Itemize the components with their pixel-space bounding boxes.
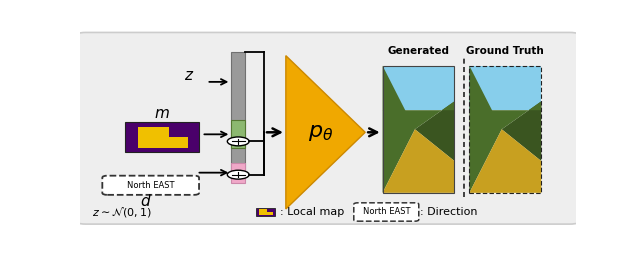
Polygon shape (502, 101, 541, 161)
Circle shape (227, 170, 249, 179)
Text: North EAST: North EAST (362, 208, 410, 216)
Polygon shape (259, 209, 273, 215)
Bar (231, 52, 245, 173)
Text: North EAST: North EAST (127, 181, 175, 190)
Bar (231, 120, 245, 149)
FancyBboxPatch shape (74, 32, 582, 224)
Text: Generated: Generated (388, 46, 449, 56)
Polygon shape (383, 66, 415, 193)
Bar (383, 66, 454, 193)
Text: : Local map: : Local map (280, 207, 344, 217)
Circle shape (227, 137, 249, 146)
Bar (256, 208, 275, 216)
Text: $p_{\theta}$: $p_{\theta}$ (308, 121, 333, 143)
Bar (125, 122, 199, 152)
FancyBboxPatch shape (354, 203, 419, 221)
Polygon shape (415, 101, 454, 161)
Bar (231, 162, 245, 183)
Text: $z \sim \mathcal{N}(0,1)$: $z \sim \mathcal{N}(0,1)$ (92, 205, 152, 219)
Polygon shape (383, 101, 454, 129)
Polygon shape (469, 129, 541, 193)
Text: $z$: $z$ (184, 69, 195, 83)
Polygon shape (383, 129, 454, 193)
Text: : Direction: : Direction (420, 207, 477, 217)
Polygon shape (469, 101, 541, 129)
Bar (383, 66, 454, 110)
Text: $d$: $d$ (140, 193, 152, 209)
Bar (469, 66, 541, 110)
Polygon shape (469, 66, 502, 193)
Text: $m$: $m$ (154, 107, 170, 121)
Polygon shape (138, 127, 188, 148)
Polygon shape (286, 56, 365, 209)
FancyBboxPatch shape (102, 176, 199, 195)
Text: Ground Truth: Ground Truth (467, 46, 544, 56)
Bar (469, 66, 541, 193)
